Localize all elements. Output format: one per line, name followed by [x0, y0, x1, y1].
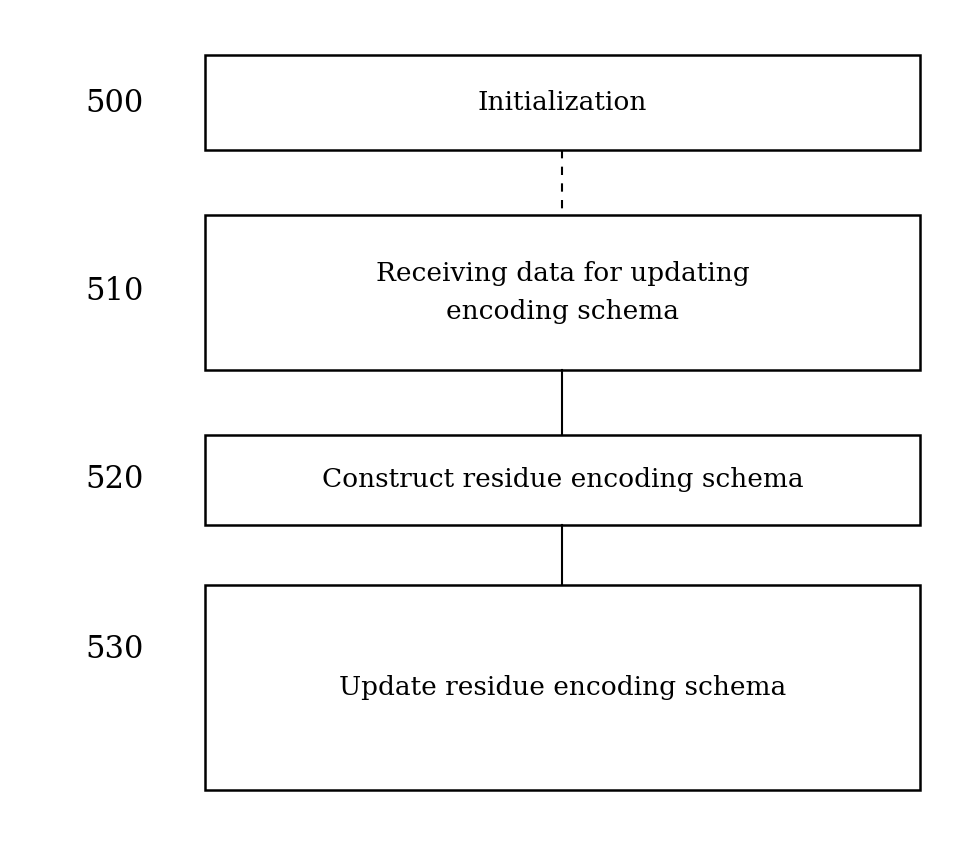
Text: 530: 530 — [86, 635, 144, 666]
Text: Initialization: Initialization — [478, 90, 647, 115]
Text: Receiving data for updating
encoding schema: Receiving data for updating encoding sch… — [375, 261, 749, 323]
Bar — [205, 585, 919, 790]
Text: Update residue encoding schema: Update residue encoding schema — [338, 675, 785, 700]
Bar — [205, 55, 919, 150]
Text: 500: 500 — [86, 88, 144, 119]
Text: 510: 510 — [86, 277, 144, 308]
Bar — [205, 215, 919, 370]
Text: 520: 520 — [86, 464, 144, 495]
Text: Construct residue encoding schema: Construct residue encoding schema — [321, 468, 802, 493]
Bar — [205, 435, 919, 525]
